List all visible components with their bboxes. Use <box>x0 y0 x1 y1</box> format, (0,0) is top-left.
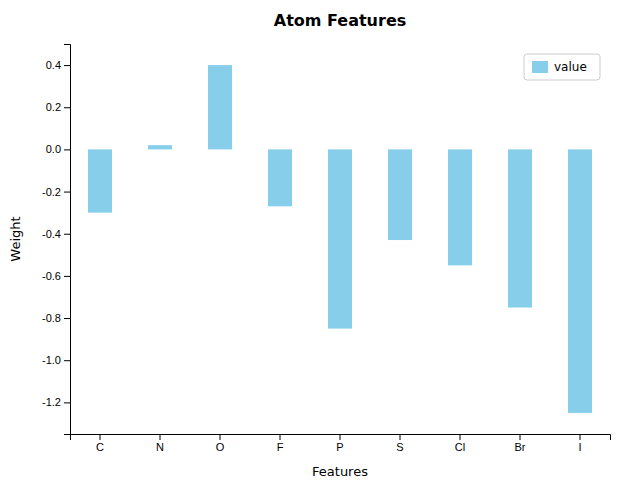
y-tick-label: -1.2 <box>42 396 61 408</box>
legend-frame <box>524 54 600 80</box>
bar <box>148 145 172 149</box>
y-tick-label: -0.6 <box>42 270 61 282</box>
x-tick: S <box>396 434 403 453</box>
chart-svg: -1.2-1.0-0.8-0.6-0.4-0.20.00.20.4CNOFPSC… <box>0 0 640 490</box>
y-tick-mark <box>64 192 70 193</box>
x-tick: C <box>96 434 104 453</box>
x-tick-mark <box>460 434 461 440</box>
x-tick-mark <box>220 434 221 440</box>
x-tick: O <box>216 434 225 453</box>
y-tick: -1.2 <box>42 396 70 408</box>
x-tick: I <box>578 434 581 453</box>
y-tick-label: 0.0 <box>46 143 61 155</box>
y-axis-line <box>64 45 71 435</box>
y-tick-label: -0.4 <box>42 228 61 240</box>
x-tick-label: S <box>396 441 403 453</box>
x-tick-mark <box>100 434 101 440</box>
x-tick-mark <box>280 434 281 440</box>
y-tick-mark <box>64 107 70 108</box>
x-tick: N <box>156 434 164 453</box>
x-tick: Br <box>515 434 526 453</box>
bar <box>208 65 232 149</box>
y-tick: -0.6 <box>42 270 70 282</box>
y-tick-mark <box>64 149 70 150</box>
y-tick-label: -1.0 <box>42 354 61 366</box>
y-axis-title: Weight <box>8 216 23 261</box>
y-tick: 0.4 <box>46 59 70 71</box>
legend: value <box>524 54 600 80</box>
x-tick-mark <box>340 434 341 440</box>
legend-swatch <box>532 61 548 73</box>
y-tick-mark <box>64 318 70 319</box>
x-tick-mark <box>580 434 581 440</box>
y-axis: -1.2 -1.0 -0.8 -0.6 -0.4 -0.2 0.0 0.2 0.4 <box>42 45 70 435</box>
x-tick: P <box>336 434 343 453</box>
bar <box>328 149 352 328</box>
y-tick: -0.4 <box>42 228 70 240</box>
y-tick-mark <box>64 360 70 361</box>
y-tick-label: 0.2 <box>46 101 61 113</box>
y-tick-mark <box>64 276 70 277</box>
x-axis: C N O F P S Cl Br I <box>71 434 611 453</box>
legend-label: value <box>554 60 587 74</box>
x-tick-mark <box>400 434 401 440</box>
chart-title: Atom Features <box>274 11 407 30</box>
x-tick: F <box>277 434 284 453</box>
chart-container: -1.2-1.0-0.8-0.6-0.4-0.20.00.20.4CNOFPSC… <box>0 0 640 490</box>
y-tick: 0.2 <box>46 101 70 113</box>
x-tick-mark <box>520 434 521 440</box>
x-tick-label: I <box>578 441 581 453</box>
y-tick-mark <box>64 402 70 403</box>
y-tick-mark <box>64 234 70 235</box>
x-tick-label: Br <box>515 441 526 453</box>
y-tick: 0.0 <box>46 143 70 155</box>
y-tick: -0.8 <box>42 312 70 324</box>
bar <box>508 149 532 307</box>
x-tick: Cl <box>455 434 465 453</box>
y-tick: -1.0 <box>42 354 70 366</box>
y-tick-label: 0.4 <box>46 59 61 71</box>
x-tick-mark <box>160 434 161 440</box>
x-tick-label: F <box>277 441 284 453</box>
y-tick: -0.2 <box>42 186 70 198</box>
x-axis-title: Features <box>312 464 368 479</box>
x-axis-line <box>71 435 611 441</box>
x-tick-label: O <box>216 441 225 453</box>
bar <box>268 149 292 206</box>
plot-area: -1.2-1.0-0.8-0.6-0.4-0.20.00.20.4CNOFPSC… <box>42 45 610 453</box>
x-tick-label: N <box>156 441 164 453</box>
y-tick-mark <box>64 65 70 66</box>
x-tick-label: C <box>96 441 104 453</box>
y-tick-label: -0.8 <box>42 312 61 324</box>
bar <box>388 149 412 240</box>
bar <box>568 149 592 413</box>
x-tick-label: Cl <box>455 441 465 453</box>
bars <box>88 65 592 413</box>
y-tick-label: -0.2 <box>42 186 61 198</box>
bar <box>448 149 472 265</box>
bar <box>88 149 112 212</box>
x-tick-label: P <box>336 441 343 453</box>
